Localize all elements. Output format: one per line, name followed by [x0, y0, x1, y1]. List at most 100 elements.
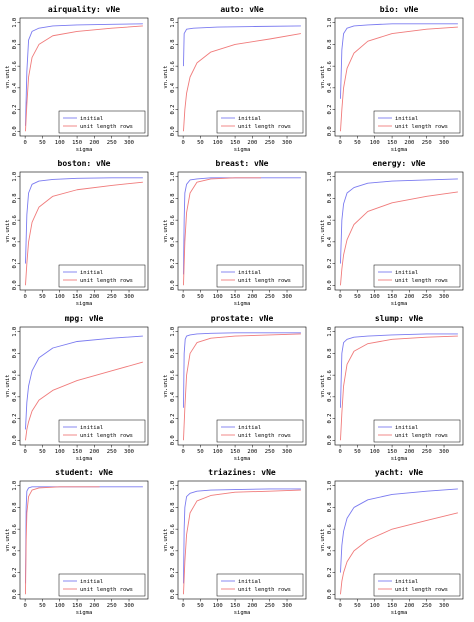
y-tick-label: 0.0 — [170, 435, 176, 445]
legend-label: unit length rows — [80, 433, 133, 439]
series-line-unit-length-rows — [340, 335, 458, 441]
x-tick-label: 200 — [89, 140, 99, 146]
series-line-initial — [183, 488, 301, 584]
x-tick-label: 300 — [124, 603, 134, 609]
y-tick-label: 1.0 — [327, 172, 333, 182]
x-tick-label: 50 — [354, 603, 361, 609]
series-line-unit-length-rows — [340, 26, 458, 132]
plot-frame — [19, 480, 149, 600]
y-tick-label: 0.4 — [327, 545, 333, 556]
x-tick-label: 150 — [72, 449, 82, 455]
legend-label: unit length rows — [395, 124, 448, 130]
y-tick-label: 0.4 — [327, 82, 333, 93]
x-tick-label: 250 — [422, 449, 432, 455]
y-tick-label: 0.2 — [170, 414, 176, 424]
series-line-initial — [183, 332, 301, 408]
y-tick-label: 0.4 — [327, 236, 333, 247]
y-tick-label: 0.8 — [12, 193, 18, 203]
y-tick-label: 0.2 — [327, 105, 333, 115]
y-tick-label: 0.0 — [170, 126, 176, 136]
series-line-unit-length-rows — [25, 486, 100, 595]
legend-label: initial — [80, 579, 103, 585]
y-tick-label: 1.0 — [170, 172, 176, 182]
x-tick-label: 300 — [282, 140, 292, 146]
y-tick-label: 0.4 — [170, 236, 176, 247]
y-axis-label: vn.unit — [320, 65, 326, 88]
legend-label: initial — [395, 270, 418, 276]
y-tick-label: 0.8 — [327, 39, 333, 49]
y-tick-label: 0.4 — [170, 82, 176, 93]
y-tick-label: 0.8 — [12, 348, 18, 358]
series-line-unit-length-rows — [340, 512, 458, 595]
legend-label: initial — [80, 270, 103, 276]
series-line-unit-length-rows — [183, 333, 301, 441]
x-tick-label: 300 — [282, 603, 292, 609]
x-tick-label: 50 — [197, 603, 204, 609]
series-line-unit-length-rows — [183, 177, 262, 286]
x-tick-label: 50 — [197, 294, 204, 300]
series-line-initial — [340, 333, 458, 408]
y-tick-label: 0.8 — [170, 502, 176, 512]
plot-frame — [177, 171, 307, 291]
chart-panel: triazines: vNe 0 50 100 150 200 250 300 0.0 0.2 0.… — [163, 467, 307, 616]
y-tick-label: 0.0 — [12, 435, 18, 445]
y-tick-label: 1.0 — [12, 327, 18, 337]
y-axis-label: vn.unit — [320, 219, 326, 242]
series-line-initial — [340, 488, 458, 573]
legend-label: initial — [238, 425, 261, 431]
x-tick-label: 300 — [124, 294, 134, 300]
y-tick-label: 0.8 — [170, 193, 176, 203]
x-tick-label: 0 — [181, 294, 184, 300]
legend-label: unit length rows — [395, 433, 448, 439]
x-tick-label: 100 — [213, 294, 223, 300]
x-tick-label: 250 — [107, 603, 117, 609]
x-tick-label: 100 — [213, 603, 223, 609]
x-tick-label: 250 — [107, 140, 117, 146]
chart-panel: mpg: vNe 0 50 100 150 200 250 300 0.0 0.2 0.4 0.6 0.… — [5, 314, 149, 462]
legend-label: initial — [80, 425, 103, 431]
legend-label: unit length rows — [238, 433, 291, 439]
x-tick-label: 300 — [282, 294, 292, 300]
x-tick-label: 200 — [247, 603, 257, 609]
x-tick-label: 0 — [23, 294, 26, 300]
y-tick-label: 0.2 — [327, 568, 333, 578]
x-tick-label: 300 — [439, 603, 449, 609]
chart-title: mpg: vNe — [65, 314, 104, 323]
series-line-initial — [183, 177, 301, 275]
plot-frame — [19, 171, 149, 291]
plot-frame — [19, 17, 149, 137]
x-tick-label: 0 — [23, 449, 26, 455]
chart-panel: energy: vNe 0 50 100 150 200 250 300 0.0 0.2 0.4 0.… — [320, 159, 464, 307]
x-tick-label: 50 — [354, 294, 361, 300]
chart-panel: breast: vNe 0 50 100 150 200 250 300 0.0 0.2 0.4 0.… — [163, 159, 307, 307]
x-tick-label: 0 — [338, 603, 341, 609]
chart-panel: boston: vNe 0 50 100 150 200 250 300 0.0 0.2 0.4 0.… — [5, 159, 149, 307]
y-axis-label: vn.unit — [163, 374, 169, 397]
y-tick-label: 0.6 — [327, 524, 333, 534]
x-tick-label: 50 — [354, 140, 361, 146]
legend-label: initial — [395, 579, 418, 585]
x-tick-label: 150 — [72, 140, 82, 146]
plot-frame — [334, 17, 464, 137]
series-line-unit-length-rows — [25, 181, 143, 286]
y-tick-label: 1.0 — [327, 481, 333, 491]
y-tick-label: 0.6 — [327, 215, 333, 225]
x-tick-label: 100 — [55, 603, 65, 609]
x-tick-label: 200 — [404, 603, 414, 609]
y-tick-label: 0.2 — [170, 568, 176, 578]
x-axis-label: sigma — [391, 456, 408, 462]
legend-label: initial — [238, 270, 261, 276]
x-tick-label: 150 — [387, 294, 397, 300]
y-tick-label: 0.2 — [327, 414, 333, 424]
legend-label: initial — [395, 116, 418, 122]
legend-box — [216, 110, 304, 134]
x-tick-label: 0 — [181, 449, 184, 455]
series-line-initial — [25, 177, 143, 264]
chart-title: triazines: vNe — [208, 467, 276, 477]
y-axis-label: vn.unit — [320, 374, 326, 397]
y-axis-label: vn.unit — [5, 65, 11, 88]
x-tick-label: 150 — [387, 140, 397, 146]
chart-title: slump: vNe — [375, 314, 423, 323]
x-tick-label: 200 — [404, 449, 414, 455]
x-tick-label: 200 — [247, 140, 257, 146]
